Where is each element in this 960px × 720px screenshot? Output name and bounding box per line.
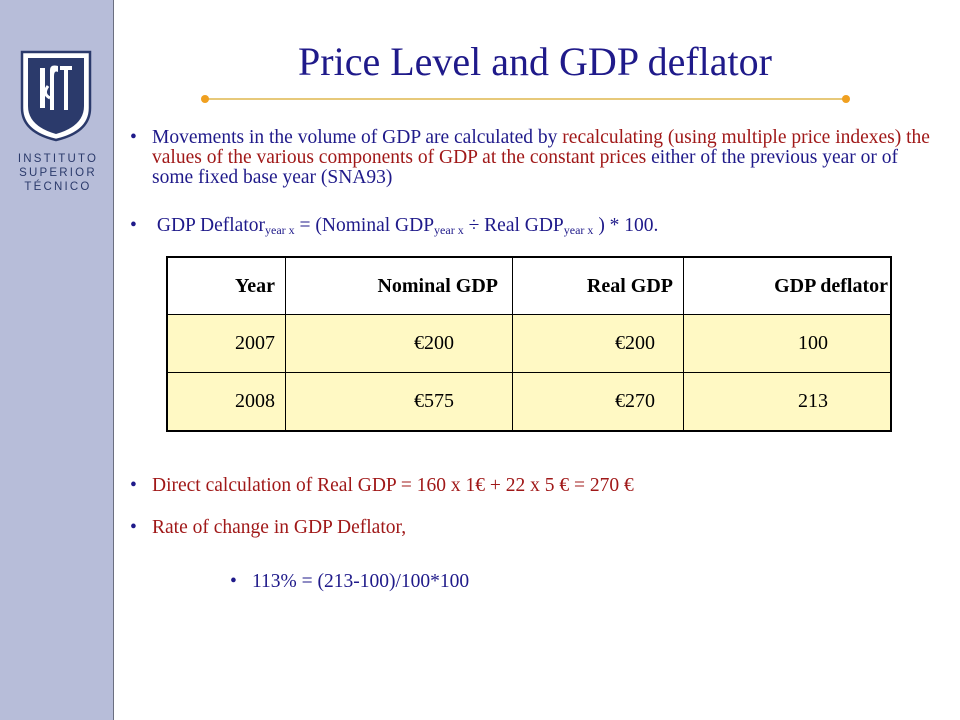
ist-logo-wordmark: INSTITUTO SUPERIOR TÉCNICO (16, 152, 100, 194)
bullet-marker: • (130, 517, 137, 538)
bullet-direct-calculation: • Direct calculation of Real GDP = 160 x… (130, 475, 942, 496)
cell-nominal-gdp: €200 (285, 314, 513, 373)
cell-real-gdp: €270 (512, 372, 684, 432)
table-row: 2007 €200 €200 100 (166, 314, 892, 373)
bullet-rate-formula: • 113% = (213-100)/100*100 (230, 571, 652, 592)
cell-real-gdp: €200 (512, 314, 684, 373)
cell-year: 2007 (166, 314, 286, 373)
bullet-marker: • (130, 475, 137, 496)
bullet-marker: • (130, 127, 137, 148)
header-real-gdp: Real GDP (512, 256, 684, 315)
bullet-rate-of-change: • Rate of change in GDP Deflator, (130, 517, 942, 538)
formula-sub-b: year x (434, 223, 464, 237)
header-gdp-deflator: GDP deflator (683, 256, 892, 315)
slide-title: Price Level and GDP deflator (298, 39, 772, 84)
formula-part-a: GDP Deflator (156, 215, 266, 236)
bullet-marker: • (130, 215, 137, 236)
underline-dot-left (201, 95, 209, 103)
bullet-volume-of-gdp: • Movements in the volume of GDP are cal… (130, 127, 942, 188)
cell-gdp-deflator: 100 (683, 314, 892, 373)
logo-line-3: TÉCNICO (24, 181, 92, 193)
logo-line-2: SUPERIOR (19, 167, 97, 179)
formula-sub-c: year x (563, 223, 594, 237)
bullet-text: 113% = (213-100)/100*100 (252, 571, 470, 592)
logo-line-1: INSTITUTO (17, 153, 99, 165)
cell-gdp-deflator: 213 (683, 372, 892, 432)
bullet-marker: • (230, 571, 237, 592)
ist-shield-logo-icon (20, 50, 92, 142)
bullet-text-emphasis: recalculating (using multiple price inde… (152, 127, 930, 168)
sidebar-divider (113, 0, 114, 720)
formula-sub-a: year x (265, 223, 295, 237)
bullet-text: Direct calculation of Real GDP = 160 x 1… (152, 475, 634, 496)
bullet-text: Rate of change in GDP Deflator, (152, 517, 407, 538)
underline-dot-right (842, 95, 850, 103)
title-underline (204, 98, 846, 100)
header-year: Year (166, 256, 286, 315)
gdp-table: Year Nominal GDP Real GDP GDP deflator 2… (166, 256, 892, 432)
formula-part-b: = (Nominal GDP (294, 215, 435, 236)
formula-part-d: ) * 100. (593, 215, 659, 236)
table-header-row: Year Nominal GDP Real GDP GDP deflator (166, 256, 892, 315)
header-nominal-gdp: Nominal GDP (285, 256, 513, 315)
cell-year: 2008 (166, 372, 286, 432)
bullet-deflator-formula: • GDP Deflatoryear x = (Nominal GDPyear … (130, 215, 942, 240)
formula-part-c: ÷ Real GDP (463, 215, 564, 236)
bullet-text-part1: Movements in the volume of GDP are calcu… (152, 127, 563, 148)
cell-nominal-gdp: €575 (285, 372, 513, 432)
table-row: 2008 €575 €270 213 (166, 372, 892, 432)
bullet-text-part3: either of the previous year or of some f… (152, 147, 899, 188)
